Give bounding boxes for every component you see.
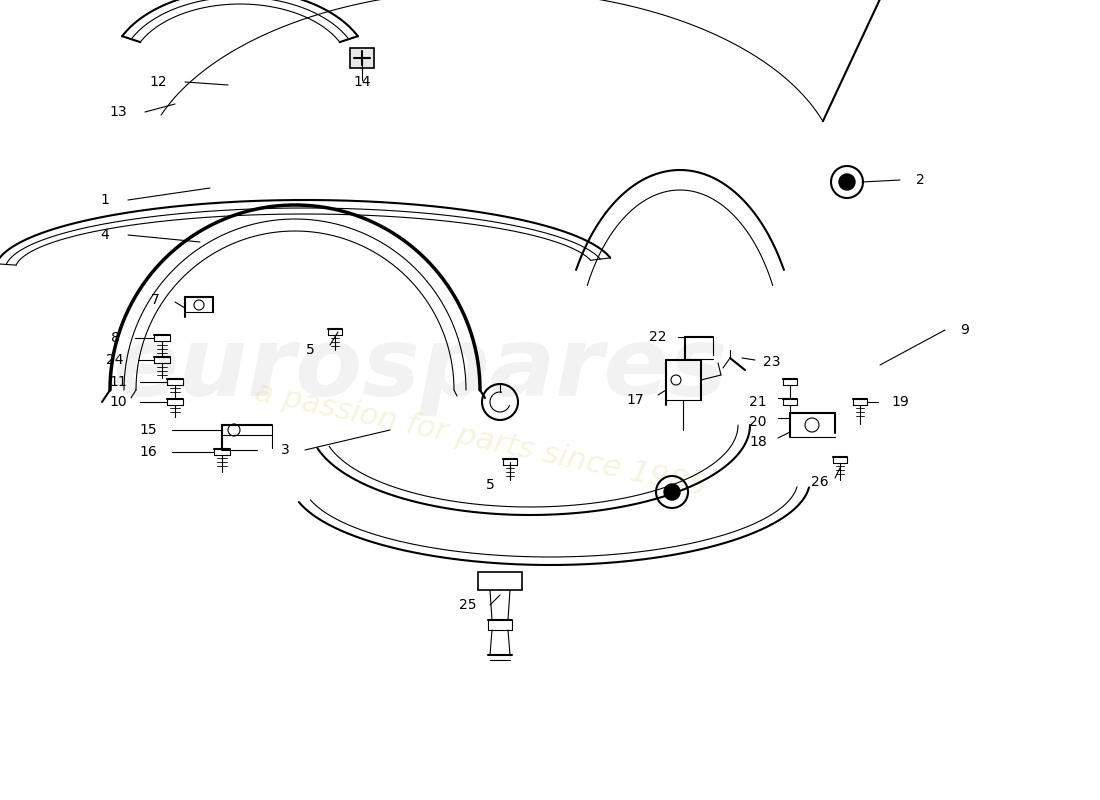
Text: 9: 9 (960, 323, 969, 337)
FancyBboxPatch shape (478, 572, 522, 590)
Text: 5: 5 (485, 478, 494, 492)
Circle shape (839, 174, 855, 190)
Text: 16: 16 (139, 445, 157, 459)
Text: 1: 1 (100, 193, 109, 207)
Text: 10: 10 (109, 395, 126, 409)
Text: 21: 21 (749, 395, 767, 409)
Text: 11: 11 (109, 375, 126, 389)
Text: 22: 22 (649, 330, 667, 344)
Text: 23: 23 (763, 355, 781, 369)
Text: 4: 4 (100, 228, 109, 242)
Text: 26: 26 (811, 475, 828, 489)
Text: 8: 8 (111, 331, 120, 345)
Text: 2: 2 (915, 173, 924, 187)
Text: 20: 20 (749, 415, 767, 429)
Text: 12: 12 (150, 75, 167, 89)
Text: 3: 3 (280, 443, 289, 457)
Text: 17: 17 (626, 393, 644, 407)
Text: 25: 25 (460, 598, 476, 612)
Text: 5: 5 (306, 343, 315, 357)
Text: 7: 7 (151, 293, 160, 307)
FancyBboxPatch shape (350, 48, 374, 68)
Text: 13: 13 (109, 105, 126, 119)
Text: 18: 18 (749, 435, 767, 449)
Text: a passion for parts since 1985: a passion for parts since 1985 (252, 378, 708, 502)
Circle shape (664, 484, 680, 500)
Text: 19: 19 (891, 395, 909, 409)
Text: 24: 24 (107, 353, 123, 367)
Text: 15: 15 (140, 423, 157, 437)
Text: eurospares: eurospares (112, 323, 727, 417)
Text: 14: 14 (353, 75, 371, 89)
